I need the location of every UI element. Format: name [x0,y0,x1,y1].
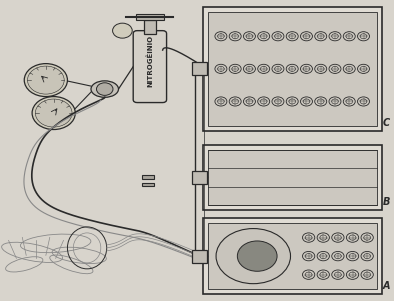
Bar [208,150,377,205]
Bar [136,14,164,20]
Circle shape [28,66,64,94]
Text: C: C [383,118,390,128]
Ellipse shape [91,81,119,97]
Bar [192,62,207,76]
Bar [192,171,207,184]
Circle shape [24,64,67,97]
Ellipse shape [216,228,290,284]
Circle shape [237,241,277,271]
Text: NITROGÊINIO: NITROGÊINIO [147,35,153,87]
Bar [203,218,381,294]
Text: A: A [383,281,390,291]
Bar [208,12,377,126]
Bar [144,20,156,34]
Bar [208,223,377,289]
Circle shape [35,99,72,127]
Bar [142,183,154,186]
Circle shape [97,83,113,95]
Circle shape [32,97,75,129]
FancyBboxPatch shape [133,31,167,103]
Bar [203,144,381,210]
Bar [142,175,154,179]
Bar [192,250,207,263]
Text: B: B [383,197,390,207]
Bar [203,7,381,131]
Circle shape [113,23,132,38]
